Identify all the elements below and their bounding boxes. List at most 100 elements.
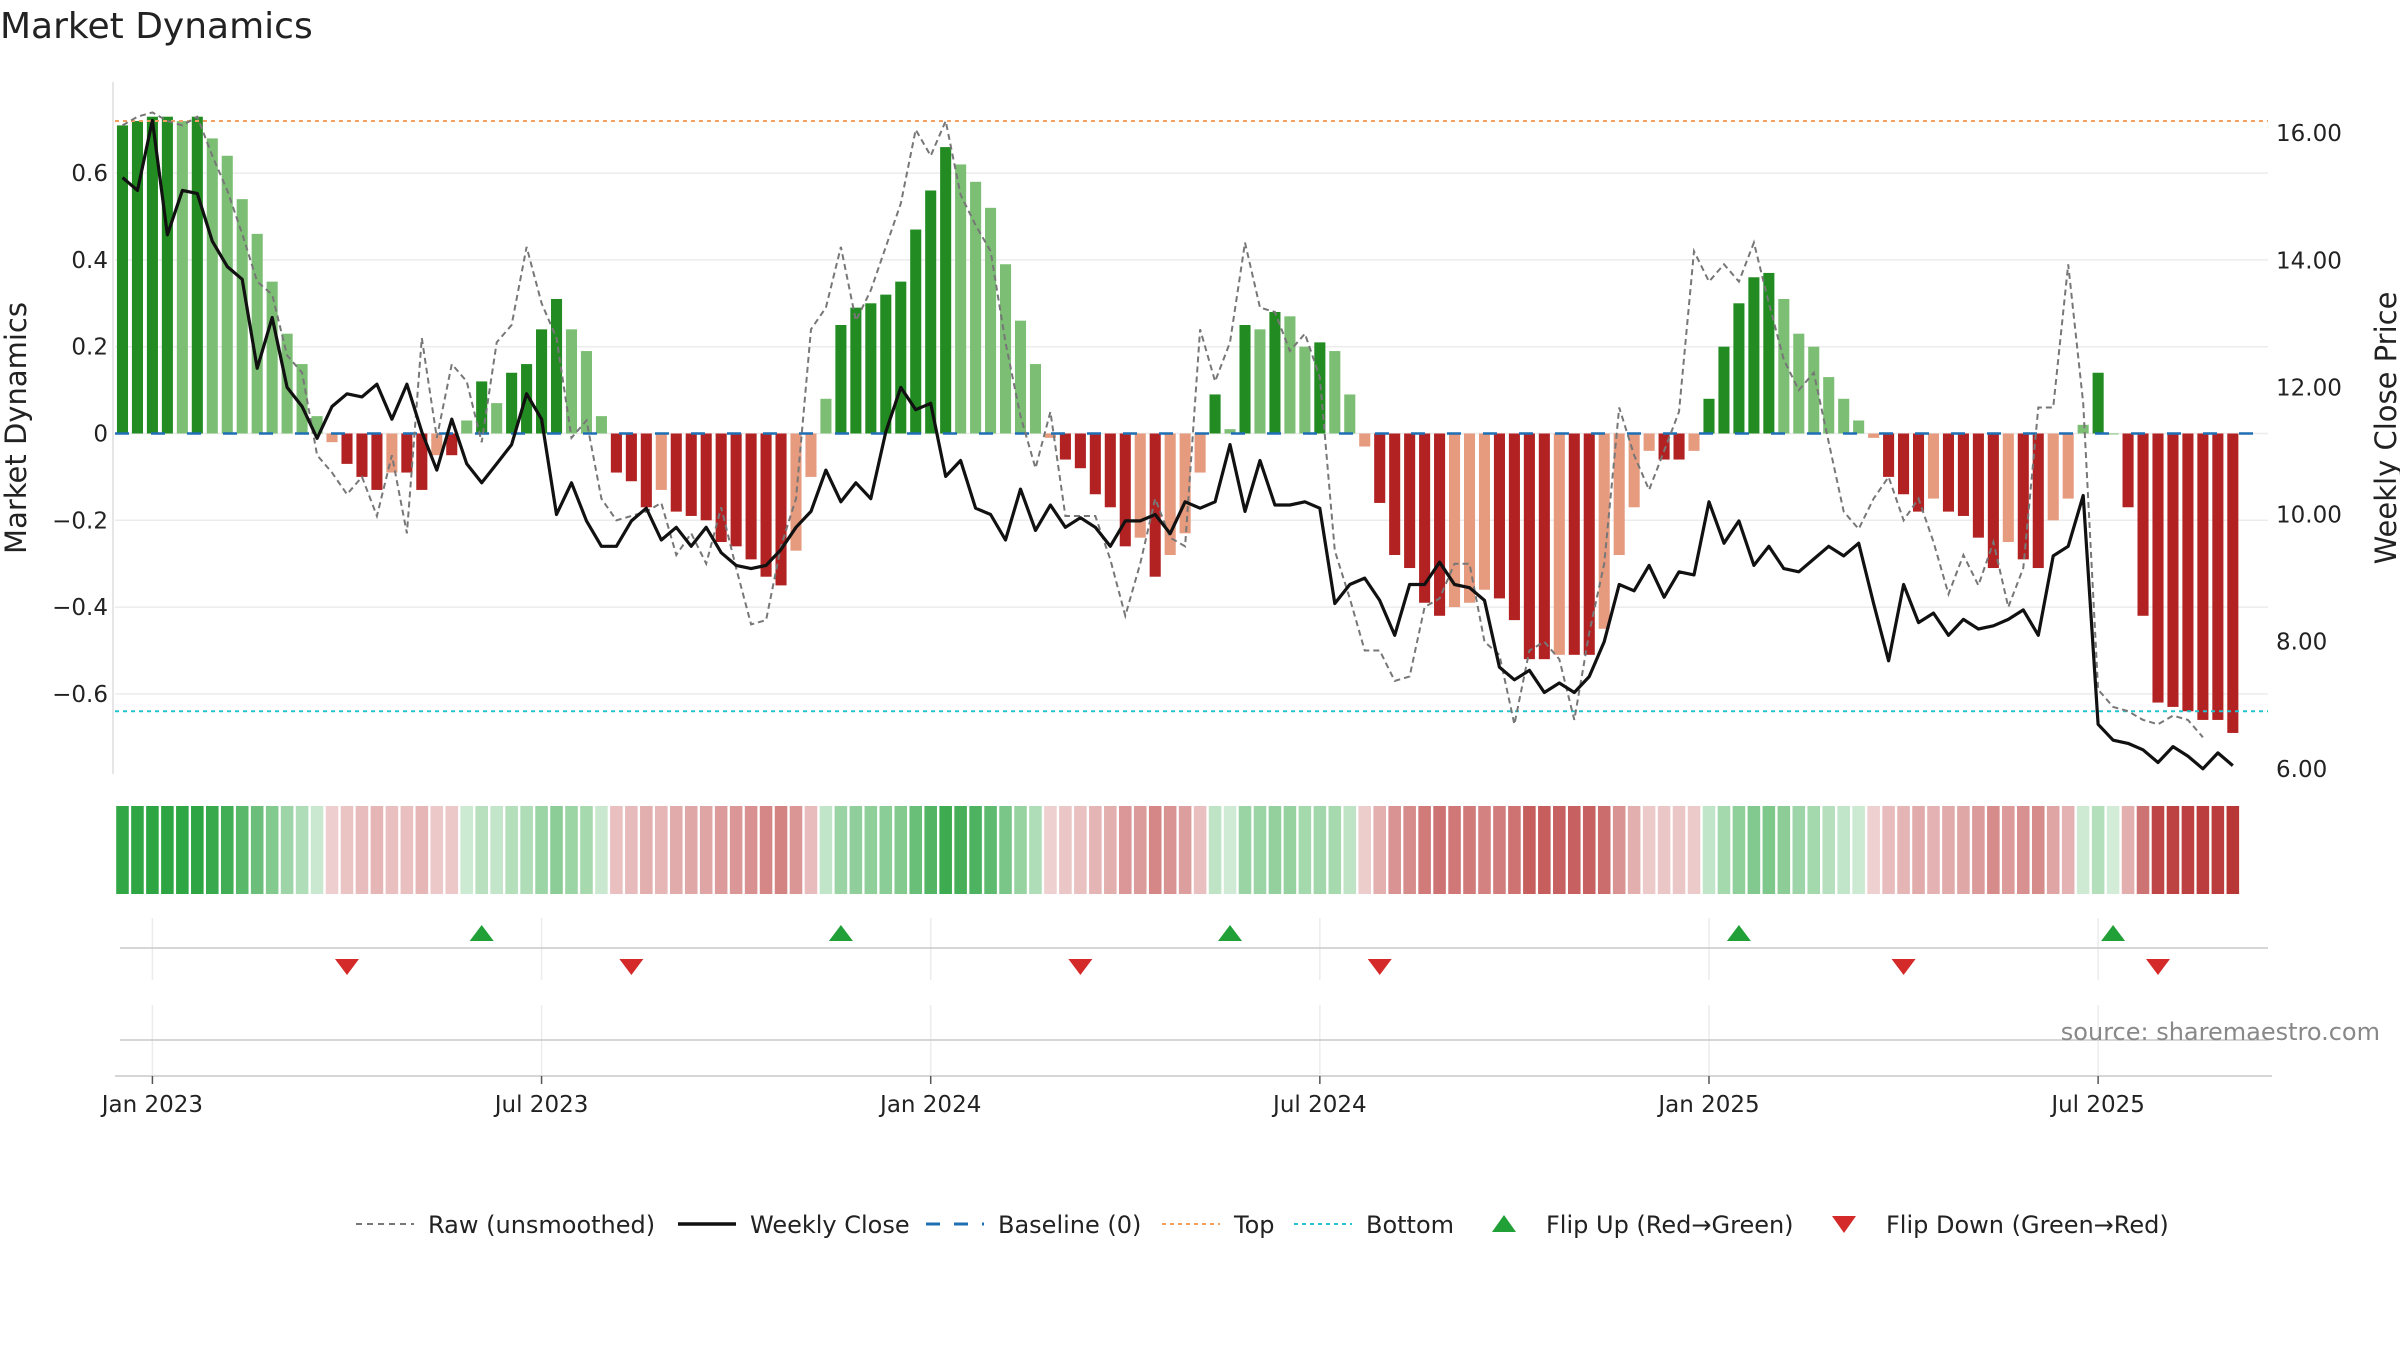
bar	[206, 138, 218, 434]
regime-cell	[430, 806, 444, 894]
bar	[850, 307, 862, 434]
y2-tick-label: 6.00	[2276, 757, 2327, 783]
bar	[2227, 433, 2239, 733]
regime-cell	[1553, 806, 1566, 894]
bar	[1299, 346, 1311, 434]
regime-cell	[1118, 806, 1132, 894]
regime-cell	[250, 806, 264, 894]
flip-up-marker	[1218, 925, 1243, 941]
regime-cell	[206, 806, 219, 894]
bar	[805, 433, 817, 477]
y2-tick-label: 12.00	[2276, 375, 2342, 401]
regime-cell	[1837, 806, 1850, 894]
y2-axis-title: Weekly Close Price	[2369, 292, 2400, 565]
regime-cell	[1957, 806, 1970, 894]
regime-cell	[1193, 806, 1207, 894]
regime-cell	[445, 806, 459, 894]
bar	[940, 147, 952, 434]
bar	[730, 433, 742, 547]
bar	[2092, 372, 2104, 434]
bar	[1194, 433, 1206, 473]
bar	[685, 433, 697, 516]
regime-cell	[191, 806, 204, 894]
bar	[1523, 433, 1535, 660]
regime-cell	[1044, 806, 1057, 894]
regime-cell	[819, 806, 833, 894]
legend-label-bottom: Bottom	[1366, 1211, 1454, 1239]
regime-cell	[1253, 806, 1267, 894]
regime-cell	[1074, 806, 1087, 894]
regime-cell	[864, 806, 878, 894]
regime-cell	[1912, 806, 1925, 894]
bar	[1119, 433, 1131, 547]
flip-down-marker	[1367, 959, 1392, 975]
flip-up-marker	[469, 925, 494, 941]
regime-cell	[2031, 806, 2045, 894]
regime-cell	[1403, 806, 1416, 894]
legend-label-flip_down: Flip Down (Green→Red)	[1886, 1211, 2169, 1239]
regime-cell	[1373, 806, 1386, 894]
bar	[1942, 433, 1954, 512]
flip-down-marker	[619, 959, 644, 975]
regime-cell	[939, 806, 952, 894]
flip-up-marker	[2101, 925, 2126, 941]
bar	[1089, 433, 1101, 495]
bar	[1568, 433, 1580, 655]
regime-cell	[1104, 806, 1117, 894]
bar	[1553, 433, 1565, 655]
flip-up-marker	[828, 925, 853, 941]
bar	[580, 351, 592, 434]
regime-cell	[759, 806, 773, 894]
regime-cell	[879, 806, 893, 894]
bar	[431, 433, 443, 456]
bar	[1912, 433, 1925, 512]
bar	[1793, 333, 1805, 434]
flip-up-marker	[1726, 925, 1751, 941]
regime-cell	[1433, 806, 1446, 894]
regime-cell	[2017, 806, 2030, 894]
regime-cell	[2061, 806, 2075, 894]
regime-cell	[1178, 806, 1192, 894]
regime-cell	[1792, 806, 1806, 894]
regime-cell	[729, 806, 743, 894]
regime-cell	[834, 806, 848, 894]
bar	[1778, 298, 1790, 434]
regime-cell	[1508, 806, 1521, 894]
y2-tick-label: 8.00	[2276, 630, 2327, 656]
bar	[640, 433, 652, 508]
bar	[2047, 433, 2059, 521]
bar	[2017, 433, 2029, 560]
regime-cell	[999, 806, 1012, 894]
legend-label-raw: Raw (unsmoothed)	[428, 1211, 655, 1239]
regime-cell	[1343, 806, 1357, 894]
bar	[2197, 433, 2209, 720]
y2-tick-label: 16.00	[2276, 121, 2342, 147]
regime-cell	[1268, 806, 1282, 894]
regime-cell	[220, 806, 234, 894]
bar	[476, 381, 488, 434]
bar	[1104, 433, 1116, 508]
regime-cell	[565, 806, 578, 894]
legend-label-baseline: Baseline (0)	[998, 1211, 1141, 1239]
regime-cell	[699, 806, 713, 894]
bar	[116, 125, 129, 434]
bar	[970, 181, 982, 434]
bar	[161, 116, 173, 434]
regime-cell	[2046, 806, 2060, 894]
bar	[536, 329, 548, 434]
bar	[715, 433, 727, 542]
regime-cell	[1208, 806, 1222, 894]
bar	[1044, 433, 1056, 438]
regime-cell	[1313, 806, 1327, 894]
regime-cell	[2211, 806, 2225, 894]
bar	[2107, 433, 2119, 435]
bar	[550, 298, 563, 434]
regime-cell	[909, 806, 923, 894]
bar	[461, 420, 473, 434]
bar	[1434, 433, 1446, 616]
bar	[371, 433, 383, 490]
regime-cell	[520, 806, 533, 894]
regime-cell	[789, 806, 803, 894]
regime-cell	[984, 806, 997, 894]
bar	[1927, 433, 1940, 499]
